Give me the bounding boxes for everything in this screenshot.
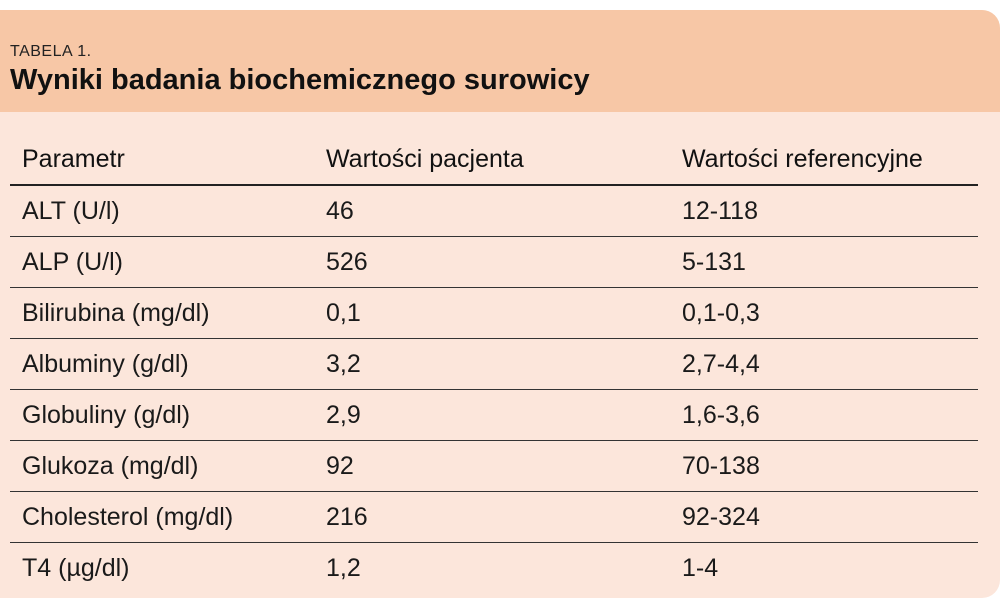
- table-row: ALT (U/l) 46 12-118: [10, 185, 978, 237]
- column-header-reference-values: Wartości referencyjne: [670, 134, 978, 186]
- column-header-patient-values: Wartości pacjenta: [314, 134, 670, 186]
- cell-reference-value: 92-324: [670, 491, 978, 543]
- cell-reference-value: 70-138: [670, 440, 978, 492]
- cell-parameter: ALT (U/l): [10, 185, 314, 237]
- cell-reference-value: 12-118: [670, 185, 978, 237]
- cell-reference-value: 0,1-0,3: [670, 287, 978, 339]
- results-table: Parametr Wartości pacjenta Wartości refe…: [10, 134, 978, 593]
- table-row: Glukoza (mg/dl) 92 70-138: [10, 440, 978, 492]
- table-row: T4 (µg/dl) 1,2 1-4: [10, 543, 978, 594]
- cell-reference-value: 1,6-3,6: [670, 389, 978, 441]
- cell-parameter: Bilirubina (mg/dl): [10, 287, 314, 339]
- table-header: TABELA 1. Wyniki badania biochemicznego …: [0, 10, 1000, 112]
- cell-patient-value: 92: [314, 440, 670, 492]
- table-label: TABELA 1.: [10, 43, 92, 60]
- table-row: Globuliny (g/dl) 2,9 1,6-3,6: [10, 389, 978, 441]
- cell-parameter: Glukoza (mg/dl): [10, 440, 314, 492]
- cell-parameter: ALP (U/l): [10, 236, 314, 288]
- cell-patient-value: 3,2: [314, 338, 670, 390]
- table-row: Cholesterol (mg/dl) 216 92-324: [10, 491, 978, 543]
- header-row: Parametr Wartości pacjenta Wartości refe…: [10, 134, 978, 186]
- cell-parameter: Albuminy (g/dl): [10, 338, 314, 390]
- table-row: Albuminy (g/dl) 3,2 2,7-4,4: [10, 338, 978, 390]
- table-row: Bilirubina (mg/dl) 0,1 0,1-0,3: [10, 287, 978, 339]
- cell-reference-value: 5-131: [670, 236, 978, 288]
- cell-patient-value: 216: [314, 491, 670, 543]
- cell-parameter: T4 (µg/dl): [22, 553, 130, 582]
- table-row: ALP (U/l) 526 5-131: [10, 236, 978, 288]
- column-header-parameter: Parametr: [10, 134, 314, 186]
- cell-reference-value: 2,7-4,4: [670, 338, 978, 390]
- cell-patient-value: 1,2: [326, 553, 361, 582]
- table-title: Wyniki badania biochemicznego surowicy: [10, 64, 590, 96]
- cell-patient-value: 46: [314, 185, 670, 237]
- cell-patient-value: 2,9: [314, 389, 670, 441]
- cell-reference-value: 1-4: [682, 553, 719, 582]
- table-card: TABELA 1. Wyniki badania biochemicznego …: [0, 10, 1000, 598]
- cell-parameter: Globuliny (g/dl): [10, 389, 314, 441]
- cell-patient-value: 0,1: [314, 287, 670, 339]
- cell-parameter: Cholesterol (mg/dl): [10, 491, 314, 543]
- cell-patient-value: 526: [314, 236, 670, 288]
